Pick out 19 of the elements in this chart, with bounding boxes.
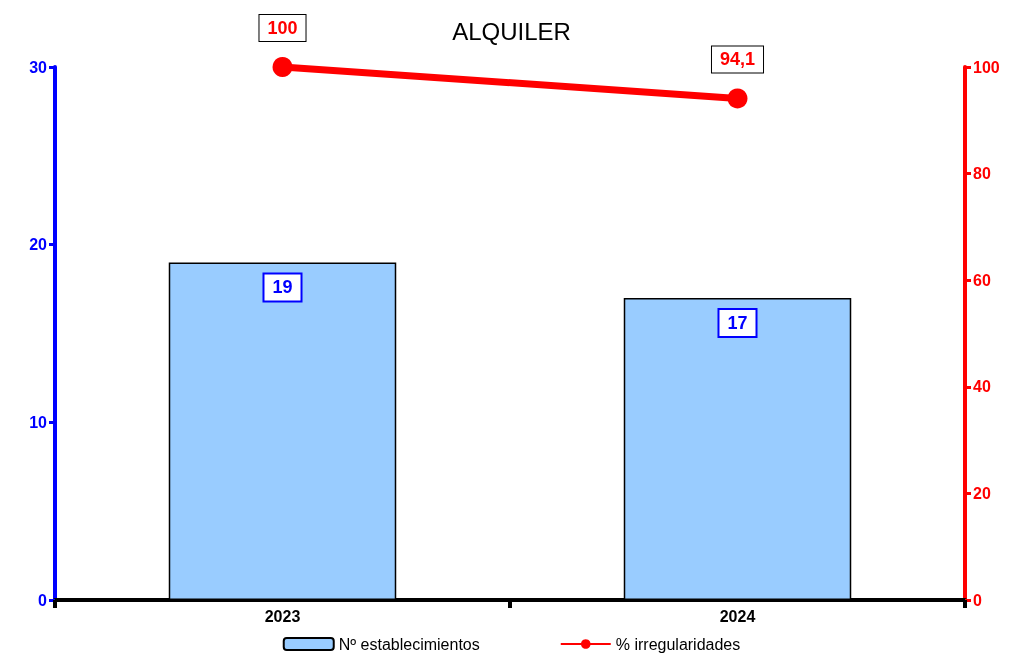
data-label: 19 [272, 277, 293, 298]
y-tick-label: 20 [29, 236, 48, 254]
y-tick-label: 10 [29, 413, 48, 431]
legend-label: Nº establecimientos [338, 635, 480, 653]
y-tick-label: 30 [29, 58, 48, 76]
chart-title: ALQUILER [452, 17, 571, 45]
y2-tick-label: 100 [973, 58, 1000, 76]
y2-tick-label: 0 [973, 591, 982, 609]
data-label: 94,1 [719, 49, 756, 70]
x-tick-label: 2023 [264, 607, 301, 625]
data-label: 17 [727, 312, 748, 333]
x-tick-label: 2024 [719, 607, 756, 625]
y-tick-label: 0 [38, 591, 48, 609]
y2-tick-label: 80 [973, 165, 991, 183]
y2-tick-label: 20 [973, 484, 991, 502]
legend-label: % irregularidades [615, 635, 741, 653]
y2-tick-label: 60 [973, 271, 991, 289]
y2-tick-label: 40 [973, 378, 991, 396]
data-label: 100 [267, 18, 298, 38]
